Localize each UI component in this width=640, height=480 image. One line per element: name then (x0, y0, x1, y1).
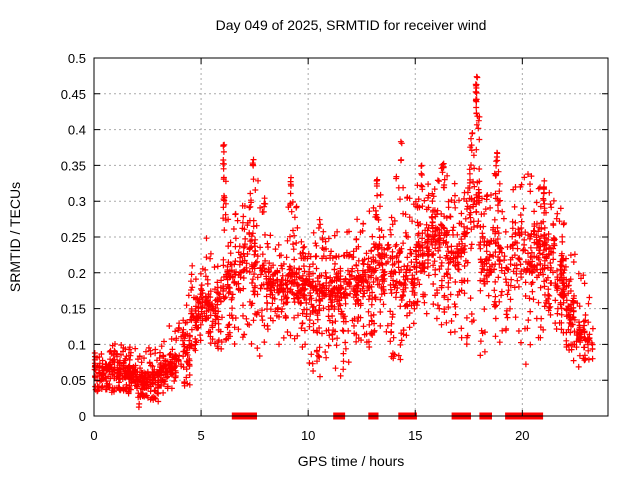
x-tick-label: 10 (301, 428, 315, 443)
y-tick-label: 0 (79, 409, 86, 424)
x-tick-label: 20 (515, 428, 529, 443)
y-tick-label: 0.35 (61, 158, 86, 173)
grid-lines (94, 58, 608, 416)
scatter-points (91, 73, 596, 411)
x-tick-label: 0 (90, 428, 97, 443)
y-tick-label: 0.45 (61, 87, 86, 102)
y-tick-label: 0.3 (68, 194, 86, 209)
y-axis-label: SRMTID / TECUs (7, 182, 23, 292)
y-tick-label: 0.5 (68, 51, 86, 66)
x-tick-label: 15 (408, 428, 422, 443)
y-tick-label: 0.05 (61, 373, 86, 388)
data-point-crosses (91, 73, 596, 411)
x-tick-label: 5 (197, 428, 204, 443)
y-tick-label: 0.1 (68, 337, 86, 352)
y-tick-label: 0.15 (61, 302, 86, 317)
chart-title: Day 049 of 2025, SRMTID for receiver win… (216, 17, 487, 33)
y-tick-label: 0.4 (68, 123, 86, 138)
y-tick-labels: 0 0.05 0.1 0.15 0.2 0.25 0.3 0.35 0.4 0.45 0.5 (61, 51, 86, 424)
y-tick-label: 0.25 (61, 230, 86, 245)
x-axis-label: GPS time / hours (298, 453, 405, 469)
y-tick-label: 0.2 (68, 266, 86, 281)
x-tick-labels: 0 5 10 15 20 (90, 428, 529, 443)
plot-border-and-ticks (93, 57, 609, 417)
